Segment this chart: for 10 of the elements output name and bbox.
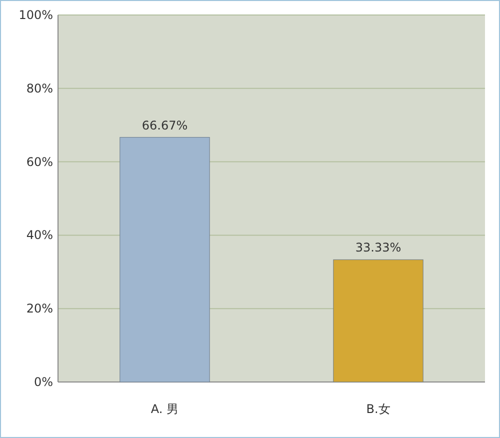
x-tick-label: B.女	[366, 402, 390, 416]
data-label: 33.33%	[355, 240, 402, 255]
data-label: 66.67%	[142, 118, 188, 132]
y-tick-label: 40%	[26, 228, 53, 242]
x-tick-label: A. 男	[150, 402, 179, 416]
y-tick-label: 0%	[34, 375, 53, 389]
y-tick-label: 80%	[26, 81, 53, 96]
y-tick-label: 100%	[18, 8, 53, 22]
y-tick-label: 60%	[26, 154, 53, 169]
y-tick-label: 20%	[26, 302, 53, 316]
